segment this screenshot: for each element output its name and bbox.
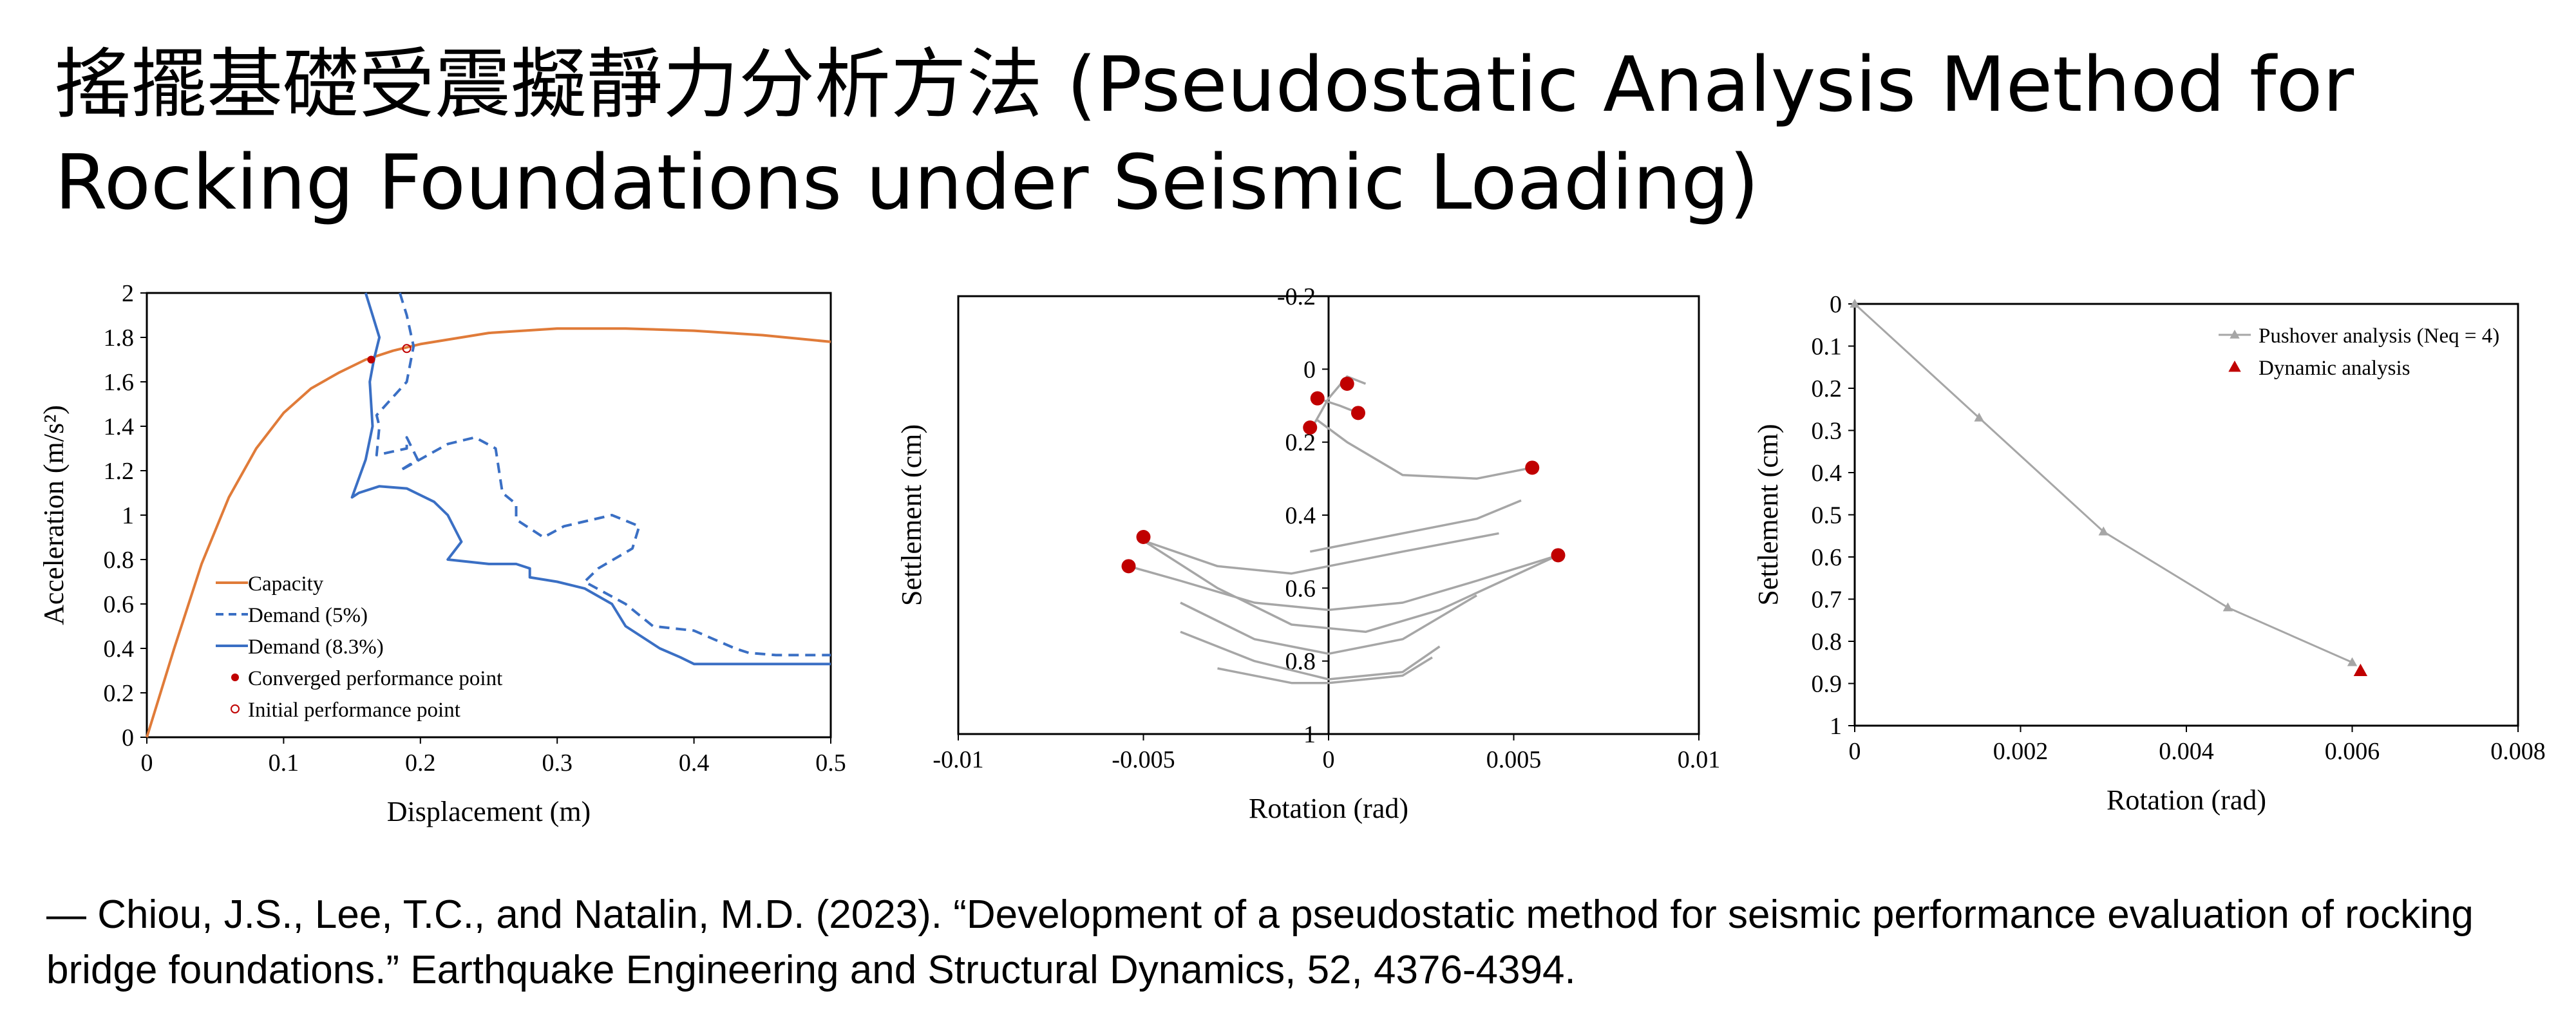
peak-rotation-point [1303,420,1318,435]
legend-symbol [2230,329,2240,339]
x-tick-label: 0 [1323,746,1335,773]
y-tick-label: 2 [122,280,134,307]
y-tick-label: 0.1 [1812,334,1842,361]
peak-rotation-point [1121,559,1136,574]
y-tick-label: 1 [1830,713,1842,740]
y-tick-label: 0.8 [104,547,135,574]
x-axis-label: Rotation (rad) [1249,793,1408,824]
peak-rotation-point [1310,391,1325,406]
hysteresis-loop [1128,554,1559,612]
x-tick-label: -0.005 [1112,746,1175,773]
x-tick-label: 0 [1849,738,1861,765]
hysteresis-loop [1217,656,1433,684]
y-tick-label: 0.2 [1812,375,1842,402]
x-tick-label: 0.004 [2159,738,2214,765]
capacity-line [146,327,831,738]
rotation-settlement-hysteresis-chart: -0.01 -0.005 0 0.005 0.01-0.200.20.40.60.81R… [896,283,1720,824]
hysteresis-loop [1142,532,1499,575]
hysteresis-loop [1180,630,1441,681]
peak-rotation-point [1340,377,1354,391]
y-tick-label: 0.8 [1812,628,1842,655]
reference-citation: ― Chiou, J.S., Lee, T.C., and Natalin, M… [46,892,2474,992]
y-tick-label: 0 [1830,291,1842,318]
y-tick-label: 0 [122,724,134,751]
plot-frame [1853,303,2519,727]
legend: Capacity Demand (5%) Demand (8.3%) Converge… [216,572,502,722]
x-tick-label: 0 [141,749,153,777]
y-tick-label: 1.6 [104,369,135,396]
peak-rotation-point [1525,460,1540,475]
legend-label: Converged performance point [248,667,502,690]
hysteresis-loop [1142,540,1559,634]
pushover-point [2347,657,2358,666]
x-tick-label: 0.4 [679,749,710,777]
y-tick-label: 0.6 [1812,544,1842,571]
y-tick-label: 1.8 [104,325,135,352]
pushover-point [2098,526,2108,536]
x-tick-label: 0.006 [2325,738,2380,765]
hysteresis-loop [1309,499,1522,553]
y-tick-label: 0.5 [1812,502,1842,529]
capacity-demand-chart: 0 0.1 0.2 0.3 0.4 0.5 0 0.2 0.4 0.6 0.8 1 1.2 1.4 1.6 1… [38,280,846,827]
y-tick-label: 0.6 [104,591,135,618]
demand-83-line [350,292,831,666]
legend-label: Dynamic analysis [2259,357,2410,380]
hysteresis-loop [1180,594,1477,655]
y-axis-label: Settlement (cm) [896,424,927,606]
y-tick-label: -0.2 [1277,283,1316,310]
x-tick-label: -0.01 [933,746,983,773]
y-axis-label: Acceleration (m/s²) [38,405,70,625]
y-tick-label: 0.9 [1812,671,1842,698]
y-tick-label: 0.7 [1812,587,1842,614]
converged-point [367,355,375,364]
legend-symbol [231,704,240,713]
y-tick-label: 0.2 [104,680,135,707]
legend-label: Capacity [248,572,324,596]
y-axis-label: Settlement (cm) [1752,424,1784,605]
x-tick-label: 0.008 [2490,738,2546,765]
initial-point [402,344,412,353]
dynamic-analysis-point [2353,663,2368,677]
legend-label: Initial performance point [248,699,460,722]
legend-symbol [2228,360,2241,372]
legend-label: Demand (8.3%) [248,636,384,659]
peak-rotation-point [1551,548,1566,563]
x-axis-label: Displacement (m) [387,796,591,827]
y-tick-label: 0.4 [104,636,135,663]
x-tick-label: 0.005 [1486,746,1542,773]
peak-rotation-point [1351,406,1365,420]
legend-symbol [231,674,239,681]
legend: Pushover analysis (Neq = 4) Dynamic analy… [2219,325,2499,380]
y-tick-label: 0.4 [1285,502,1316,529]
y-tick-label: 1 [1303,721,1316,748]
x-tick-label: 0.5 [815,749,846,777]
legend-label: Pushover analysis (Neq = 4) [2259,325,2499,348]
x-tick-label: 0.2 [405,749,436,777]
y-tick-label: 0.8 [1285,648,1316,675]
hysteresis-loop [1316,419,1533,480]
y-tick-label: 0.4 [1812,460,1842,487]
pushover-vs-dynamic-chart: 0 0.002 0.004 0.006 0.008 0 0.1 0.2 0.3 0.4 0.5 0.6… [1752,291,2546,816]
pushover-point [2222,602,2233,612]
x-tick-label: 0.1 [269,749,299,777]
x-tick-label: 0.002 [1993,738,2049,765]
page-title: 搖擺基礎受震擬靜力分析方法 (Pseudostatic Analysis Met… [55,40,2354,227]
y-tick-label: 0.6 [1285,575,1316,602]
peak-rotation-point [1136,530,1151,544]
y-tick-label: 1 [122,502,134,529]
y-tick-label: 0 [1303,356,1316,383]
y-tick-label: 1.2 [104,458,135,485]
hysteresis-loop [1309,375,1367,432]
y-tick-label: 0.3 [1812,418,1842,445]
pushover-point [1974,412,1984,422]
x-tick-label: 0.3 [542,749,573,777]
legend-label: Demand (5%) [248,604,368,627]
pushover-point [1850,298,1860,308]
x-axis-label: Rotation (rad) [2107,784,2266,816]
x-tick-label: 0.01 [1678,746,1721,773]
y-tick-label: 1.4 [104,413,135,440]
